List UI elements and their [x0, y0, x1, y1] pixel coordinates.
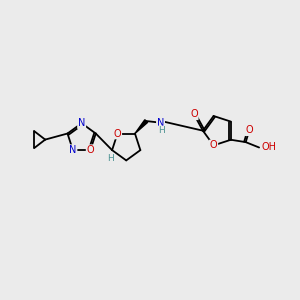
Text: O: O — [114, 128, 121, 139]
Text: O: O — [190, 109, 198, 119]
Text: O: O — [87, 145, 94, 155]
Text: N: N — [78, 118, 85, 128]
Polygon shape — [135, 120, 148, 134]
Text: H: H — [107, 154, 114, 163]
Text: H: H — [158, 126, 165, 135]
Text: OH: OH — [261, 142, 276, 152]
Text: O: O — [245, 125, 253, 135]
Text: N: N — [157, 118, 164, 128]
Text: O: O — [210, 140, 218, 150]
Text: N: N — [69, 145, 76, 155]
